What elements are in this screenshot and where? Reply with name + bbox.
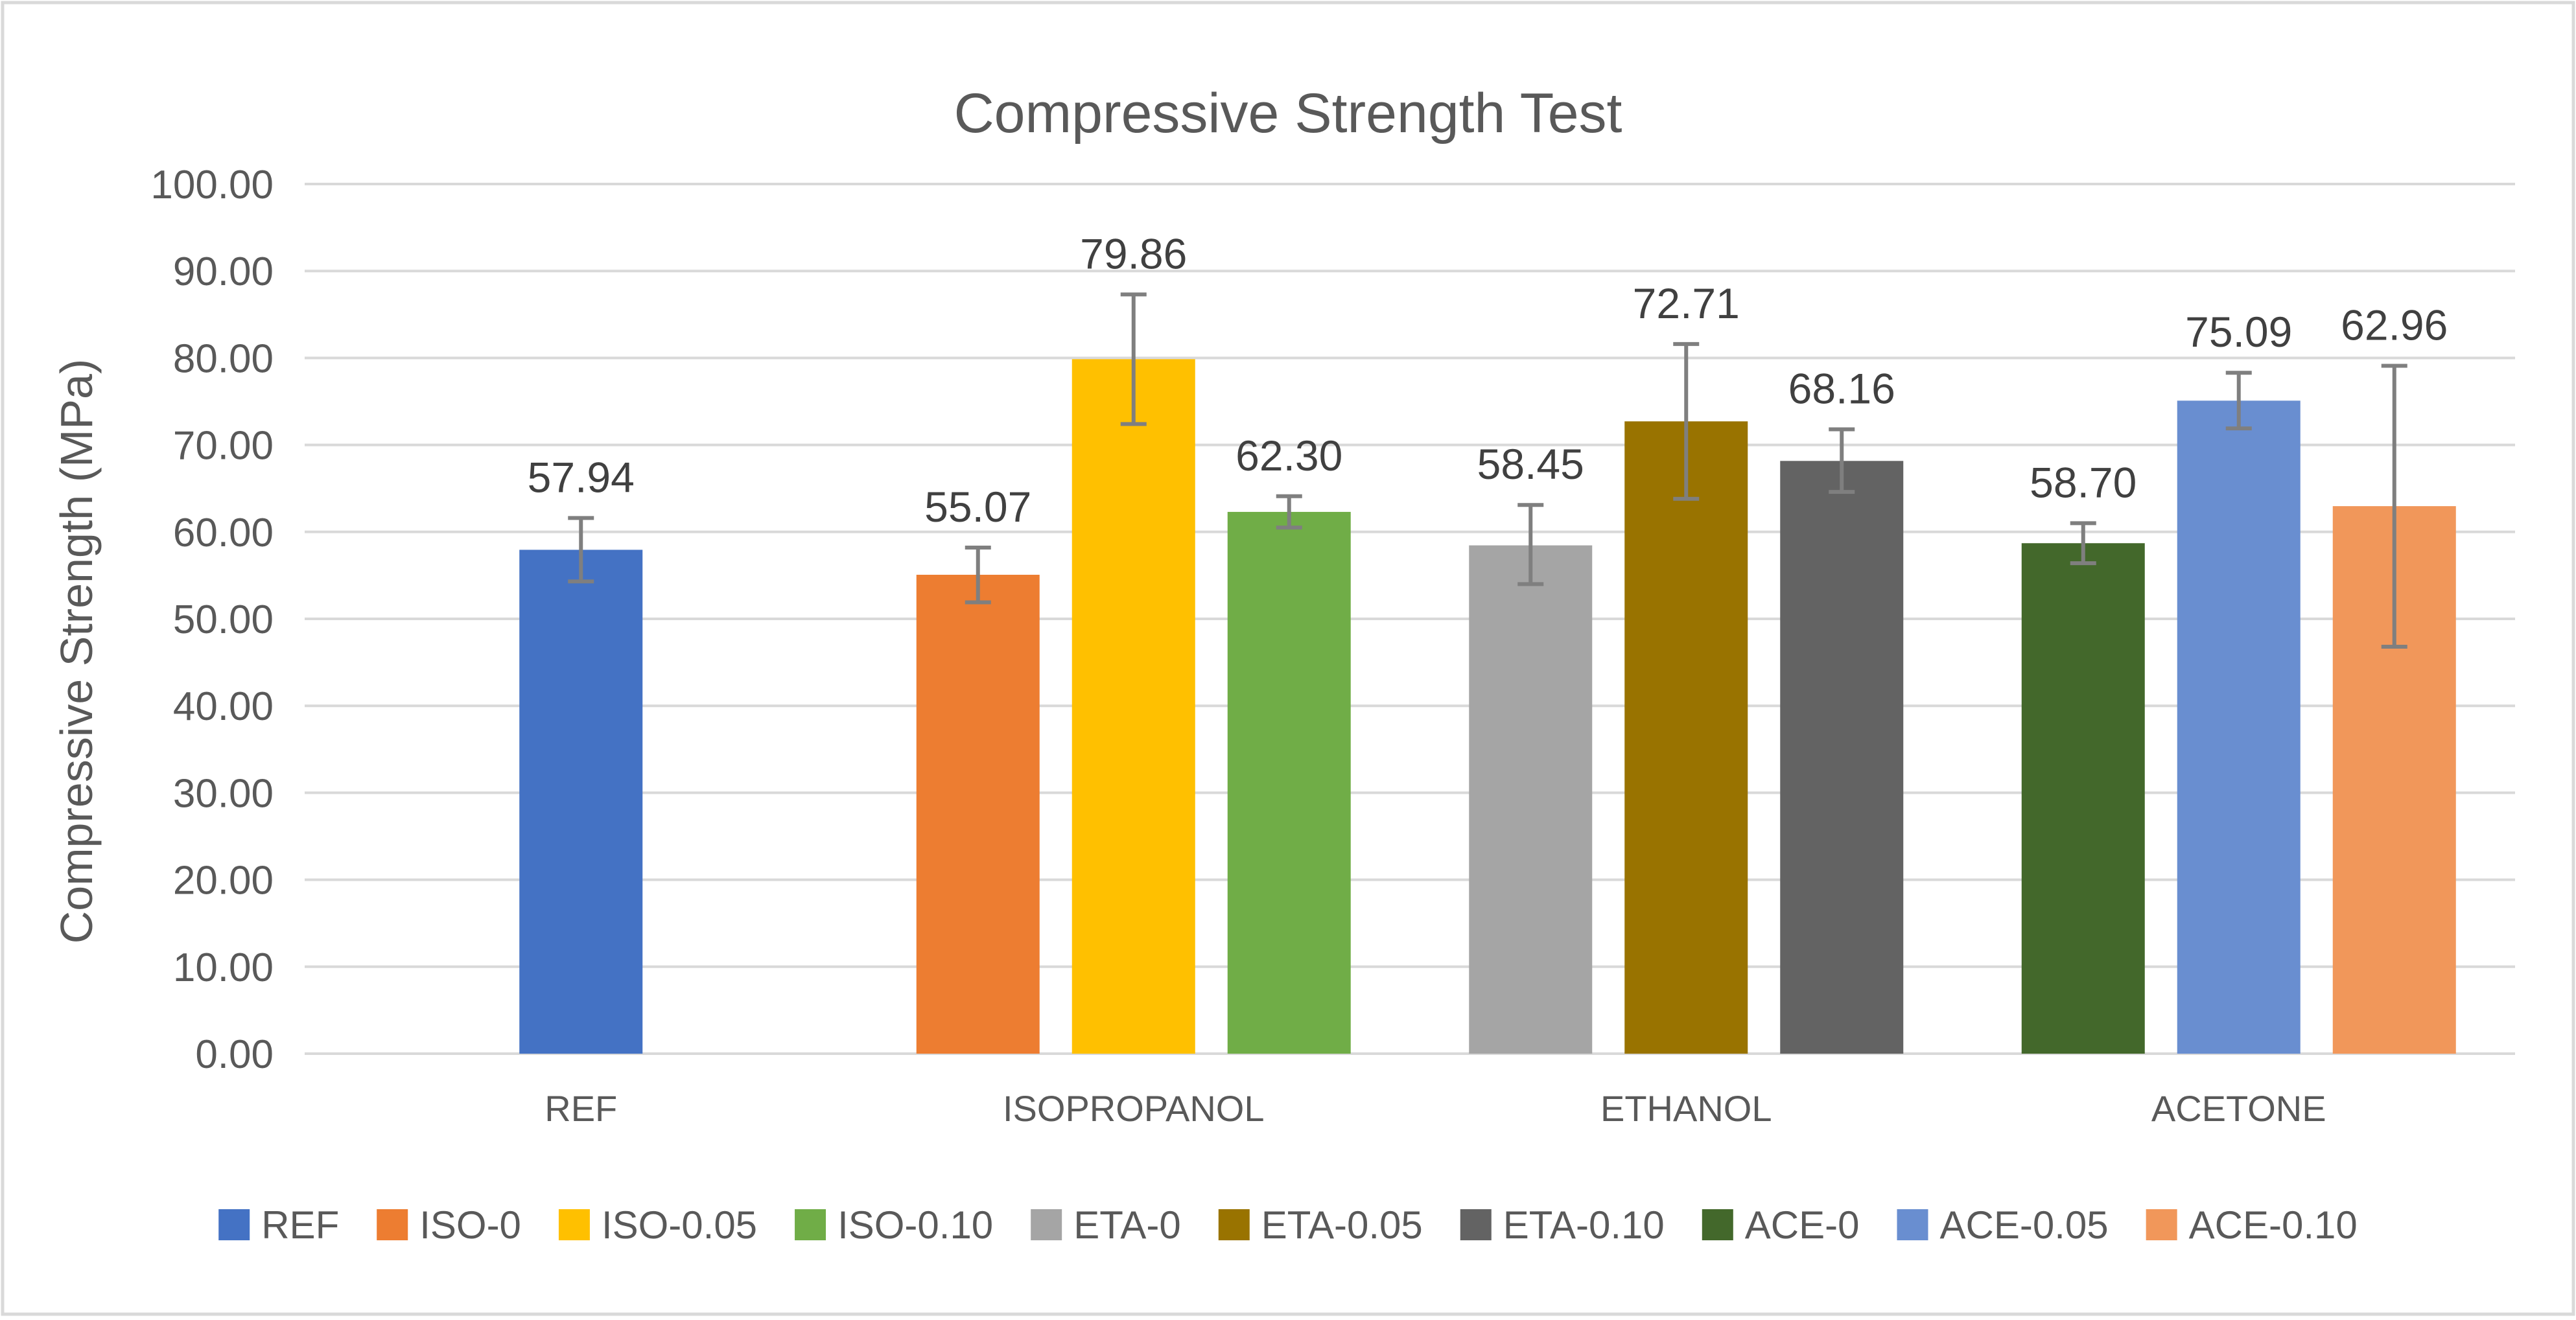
error-bar-iso-0-05 (1120, 292, 1147, 426)
bar-ace-0 (2021, 543, 2145, 1054)
legend-item-eta-0: ETA-0 (1031, 1203, 1181, 1247)
data-label-iso-0: 55.07 (924, 483, 1031, 531)
x-tick-label-isopropanol: ISOPROPANOL (1003, 1088, 1265, 1129)
data-label-ace-0-10: 62.96 (2341, 301, 2448, 349)
bars (519, 359, 2456, 1054)
legend-swatch-eta-0 (1031, 1209, 1062, 1240)
y-tick-label: 70.00 (173, 424, 274, 469)
bar-eta-0-10 (1780, 461, 1904, 1054)
y-tick-label: 100.00 (150, 163, 274, 207)
legend-label-ace-0-05: ACE-0.05 (1940, 1203, 2109, 1247)
bar-ref (519, 550, 643, 1054)
y-tick-label: 50.00 (173, 597, 274, 642)
x-tick-label-ethanol: ETHANOL (1600, 1088, 1772, 1129)
error-bar-eta-0-10 (1829, 427, 1855, 494)
y-tick-label: 0.00 (195, 1032, 274, 1077)
data-label-iso-0-10: 62.30 (1235, 432, 1342, 480)
legend-item-ace-0: ACE-0 (1702, 1203, 1860, 1247)
legend-swatch-ace-0-10 (2146, 1209, 2177, 1240)
legend-swatch-ace-0-05 (1897, 1209, 1928, 1240)
legend-label-iso-0: ISO-0 (419, 1203, 521, 1247)
legend-item-eta-0-10: ETA-0.10 (1460, 1203, 1665, 1247)
legend-swatch-eta-0-05 (1218, 1209, 1250, 1240)
legend-label-iso-0-10: ISO-0.10 (837, 1203, 993, 1247)
error-bar-iso-0-10 (1276, 494, 1302, 530)
x-tick-labels: REF ISOPROPANOL ETHANOL ACETONE (544, 1088, 2326, 1129)
bar-iso-0 (916, 574, 1040, 1054)
bar-eta-0 (1469, 545, 1593, 1054)
data-label-eta-0: 58.45 (1477, 440, 1584, 488)
legend-label-ace-0-10: ACE-0.10 (2189, 1203, 2358, 1247)
bar-iso-0-10 (1227, 511, 1351, 1054)
error-bar-iso-0 (965, 545, 991, 605)
legend-label-iso-0-05: ISO-0.05 (602, 1203, 757, 1247)
data-label-ref: 57.94 (528, 453, 635, 501)
legend-swatch-ref (218, 1209, 250, 1240)
y-tick-label: 80.00 (173, 336, 274, 381)
error-bar-eta-0-05 (1673, 342, 1700, 501)
legend-swatch-eta-0-10 (1460, 1209, 1492, 1240)
y-tick-label: 40.00 (173, 684, 274, 729)
bar-eta-0-05 (1624, 421, 1748, 1054)
y-tick-label: 60.00 (173, 511, 274, 555)
y-axis-title: Compressive Strength (MPa) (51, 359, 102, 944)
error-bar-ace-0 (2070, 521, 2096, 566)
y-tick-label: 30.00 (173, 771, 274, 816)
bar-iso-0-05 (1071, 359, 1195, 1054)
error-bar-ace-0-10 (2381, 364, 2407, 649)
bar-ace-0-05 (2177, 400, 2301, 1054)
data-label-ace-0-05: 75.09 (2185, 308, 2292, 356)
legend-swatch-iso-0-05 (558, 1209, 590, 1240)
legend: REF ISO-0 ISO-0.05 ISO-0.10 ETA-0 ETA-0.05 ETA… (218, 1203, 2358, 1247)
data-label-iso-0-05: 79.86 (1080, 229, 1187, 277)
legend-label-eta-0: ETA-0 (1073, 1203, 1181, 1247)
legend-item-ace-0-10: ACE-0.10 (2146, 1203, 2358, 1247)
error-bars (568, 292, 2407, 649)
legend-item-ref: REF (218, 1203, 339, 1247)
legend-item-iso-0-05: ISO-0.05 (558, 1203, 757, 1247)
legend-item-ace-0-05: ACE-0.05 (1897, 1203, 2109, 1247)
y-tick-label: 90.00 (173, 249, 274, 294)
error-bar-eta-0 (1517, 503, 1544, 586)
data-labels: 57.94 55.07 79.86 62.30 58.45 72.71 68.16 58.70… (528, 229, 2448, 531)
error-bar-ref (568, 516, 594, 584)
error-bar-ace-0-05 (2225, 371, 2252, 431)
legend-item-eta-0-05: ETA-0.05 (1218, 1203, 1423, 1247)
data-label-eta-0-10: 68.16 (1788, 364, 1895, 412)
x-tick-label-acetone: ACETONE (2151, 1088, 2326, 1129)
y-tick-label: 20.00 (173, 859, 274, 903)
y-tick-label: 10.00 (173, 945, 274, 990)
legend-label-eta-0-10: ETA-0.10 (1503, 1203, 1665, 1247)
legend-item-iso-0: ISO-0 (377, 1203, 521, 1247)
chart-title: Compressive Strength Test (954, 82, 1622, 145)
y-tick-labels: 0.00 10.00 20.00 30.00 40.00 50.00 60.00 70.00 8… (150, 163, 274, 1077)
legend-swatch-iso-0-10 (795, 1209, 826, 1240)
legend-label-ref: REF (261, 1203, 339, 1247)
x-tick-label-ref: REF (544, 1088, 617, 1129)
legend-label-ace-0: ACE-0 (1745, 1203, 1860, 1247)
legend-label-eta-0-05: ETA-0.05 (1261, 1203, 1423, 1247)
legend-item-iso-0-10: ISO-0.10 (795, 1203, 993, 1247)
legend-swatch-iso-0 (377, 1209, 408, 1240)
data-label-ace-0: 58.70 (2030, 458, 2137, 506)
legend-swatch-ace-0 (1702, 1209, 1733, 1240)
data-label-eta-0-05: 72.71 (1633, 279, 1740, 327)
gridlines (305, 183, 2515, 1055)
